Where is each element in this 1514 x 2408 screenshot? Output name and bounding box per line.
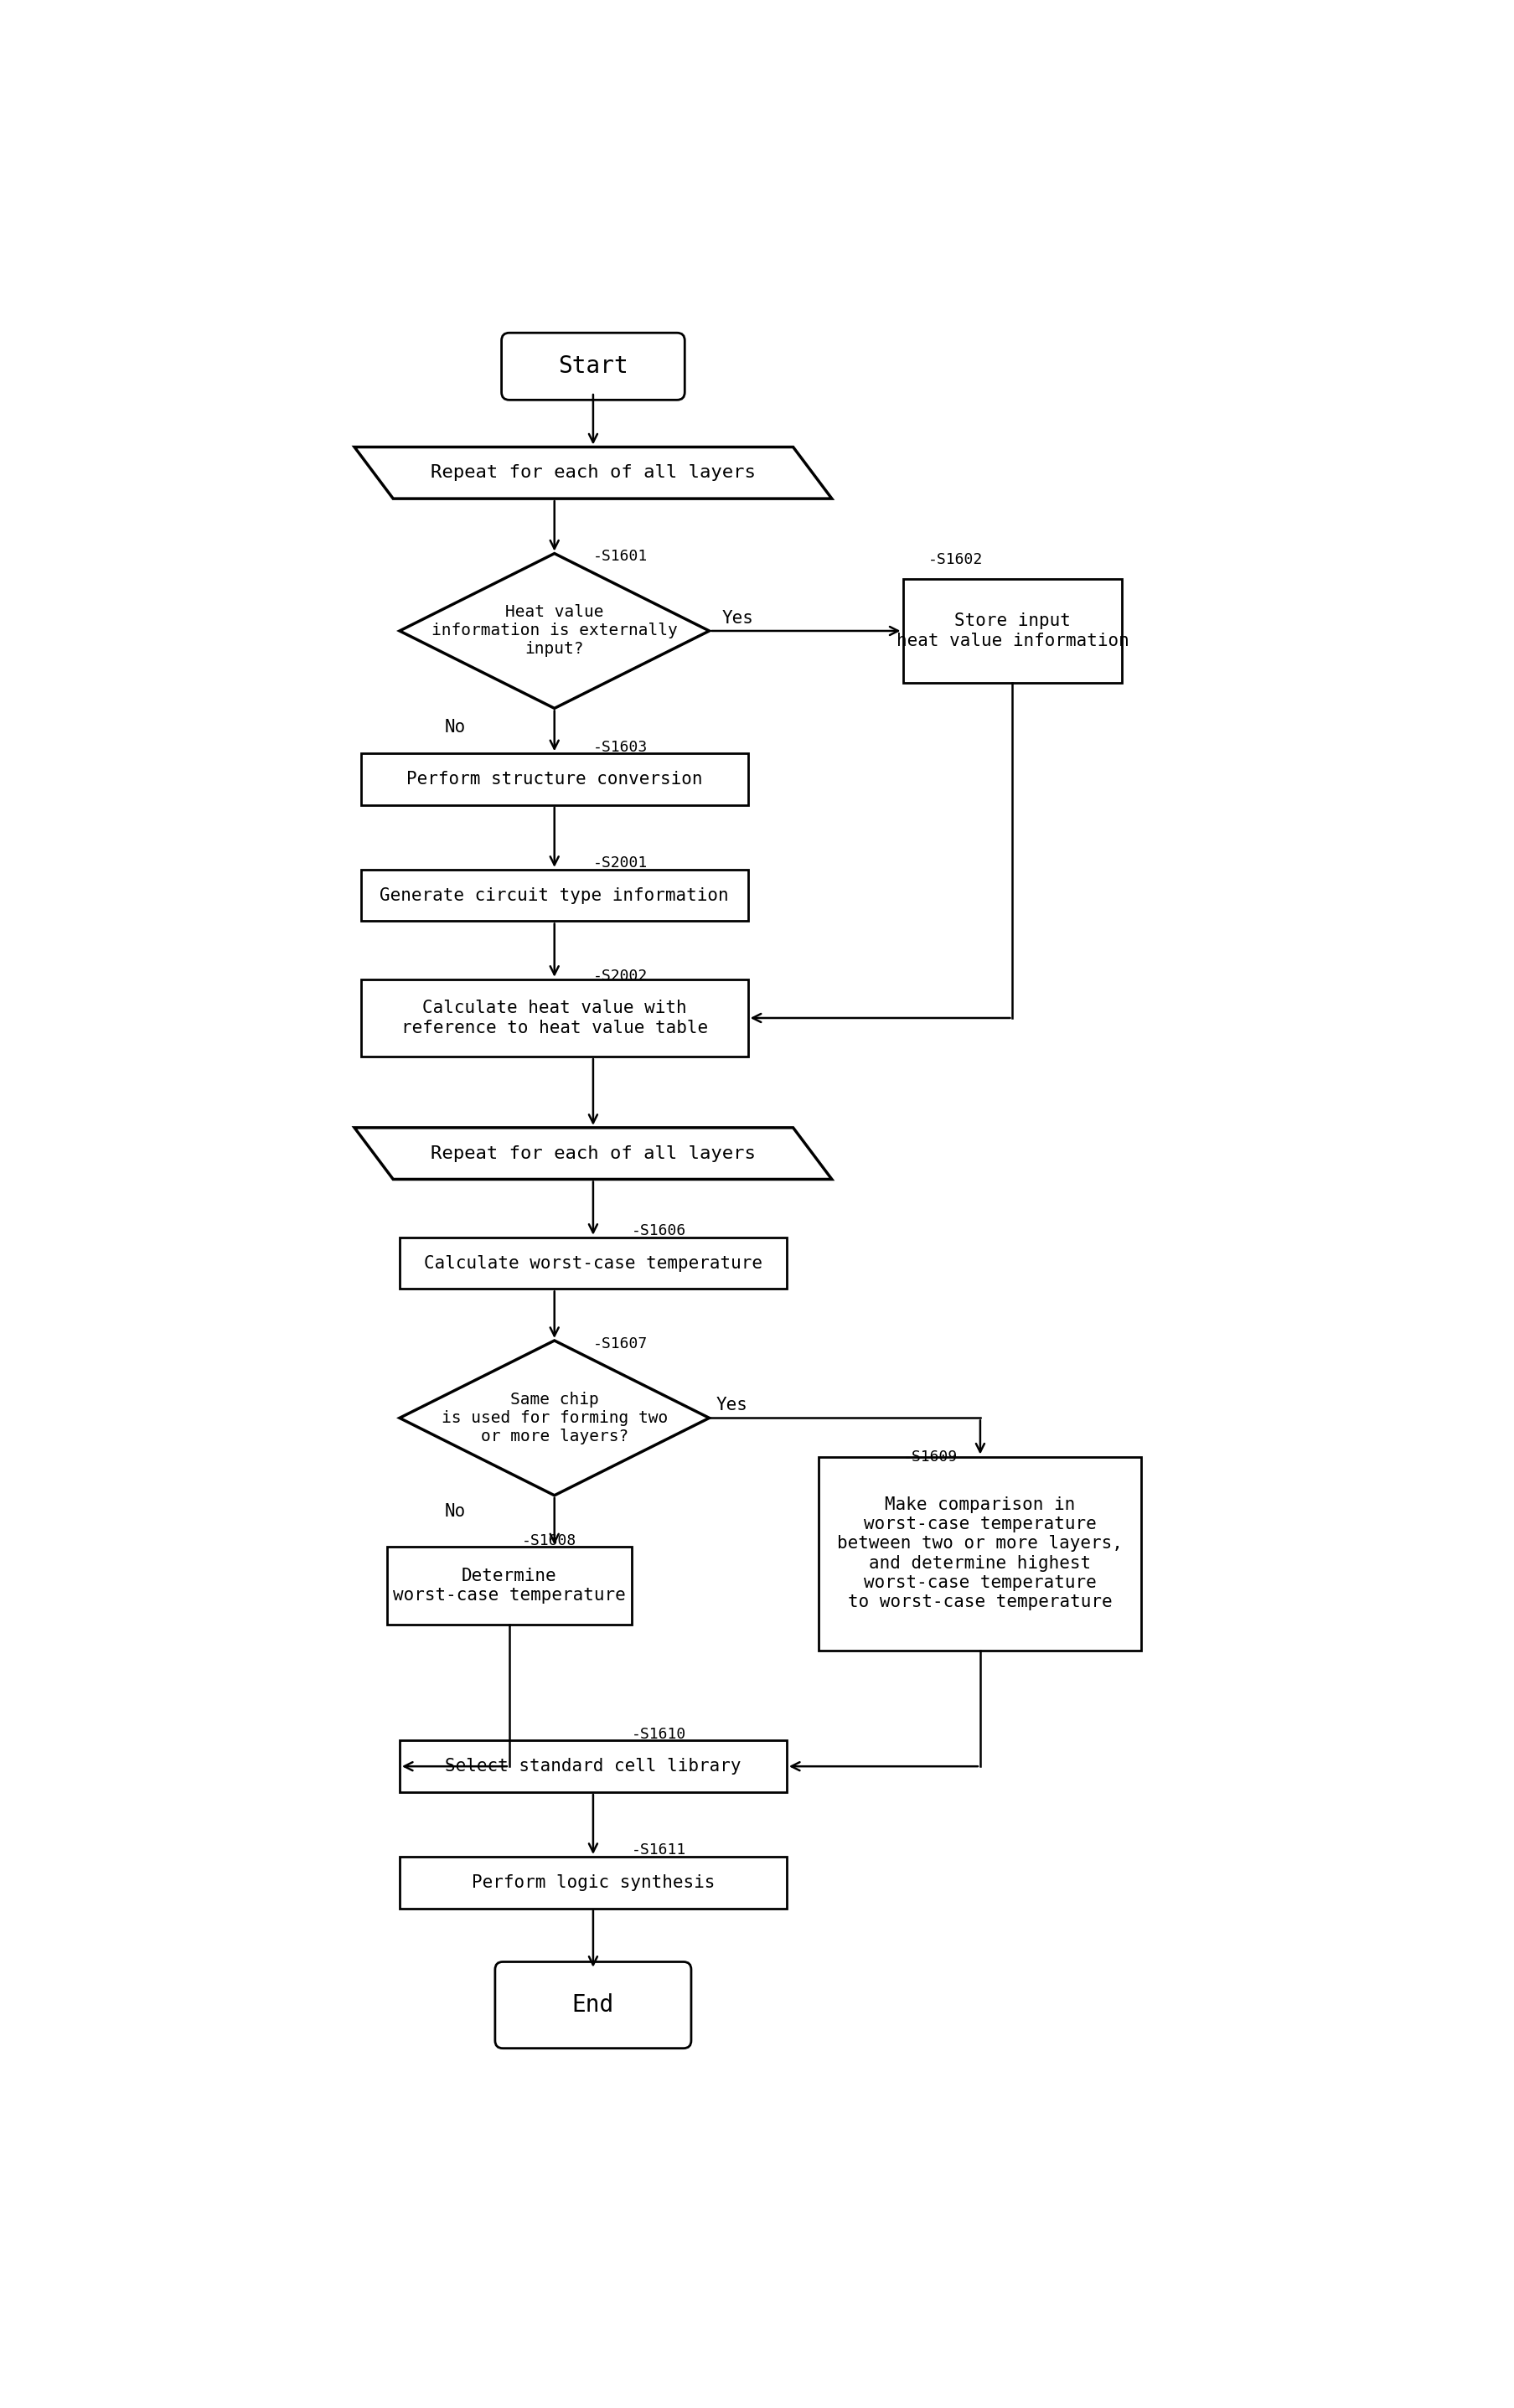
Bar [400,1857,786,1907]
Text: -S1601: -S1601 [593,549,648,563]
Text: -S2002: -S2002 [593,968,648,982]
Text: -S1602: -S1602 [928,551,983,568]
Text: -S1610: -S1610 [631,1727,686,1741]
Text: Repeat for each of all layers: Repeat for each of all layers [430,1146,755,1161]
Text: Repeat for each of all layers: Repeat for each of all layers [430,465,755,482]
Text: Store input
heat value information: Store input heat value information [896,612,1128,650]
Text: No: No [445,720,466,737]
Text: -S1608: -S1608 [522,1534,577,1548]
Text: Yes: Yes [715,1397,746,1413]
Text: Yes: Yes [722,609,754,626]
Text: Perform logic synthesis: Perform logic synthesis [471,1873,715,1890]
Bar [386,1546,631,1625]
Text: -S1609: -S1609 [902,1450,957,1464]
Text: Start: Start [557,354,628,378]
Text: Same chip
is used for forming two
or more layers?: Same chip is used for forming two or mor… [441,1392,668,1445]
Text: -S1607: -S1607 [593,1336,648,1351]
Text: -S1606: -S1606 [631,1223,686,1238]
Text: Calculate heat value with
reference to heat value table: Calculate heat value with reference to h… [401,999,707,1035]
Text: Select standard cell library: Select standard cell library [445,1758,740,1775]
Bar [400,1741,786,1792]
Bar [400,1238,786,1288]
Bar [360,754,748,804]
FancyBboxPatch shape [495,1963,690,2049]
Bar [819,1457,1142,1649]
Text: -S2001: -S2001 [593,855,648,872]
Text: -S1603: -S1603 [593,739,648,754]
Text: -S1611: -S1611 [631,1842,686,1857]
Text: Perform structure conversion: Perform structure conversion [406,771,702,787]
Bar [360,980,748,1057]
Bar [902,580,1122,681]
Text: Calculate worst-case temperature: Calculate worst-case temperature [424,1255,762,1271]
Text: No: No [445,1503,466,1519]
Text: Generate circuit type information: Generate circuit type information [380,886,728,903]
Text: Make comparison in
worst-case temperature
between two or more layers,
and determ: Make comparison in worst-case temperatur… [837,1495,1122,1611]
Text: Determine
worst-case temperature: Determine worst-case temperature [392,1568,625,1604]
FancyBboxPatch shape [501,332,684,400]
Text: End: End [572,1994,613,2018]
Polygon shape [400,1341,709,1495]
Polygon shape [354,1127,831,1180]
Bar [360,869,748,922]
Text: Heat value
information is externally
input?: Heat value information is externally inp… [431,604,677,657]
Polygon shape [354,448,831,498]
Polygon shape [400,554,709,708]
